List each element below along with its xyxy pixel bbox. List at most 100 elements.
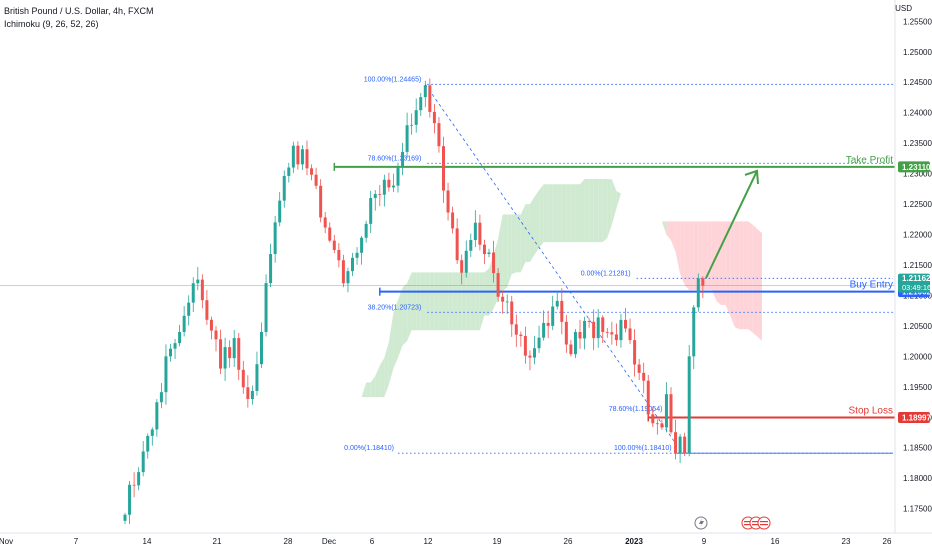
cloud-segment bbox=[448, 272, 453, 331]
candle-body bbox=[637, 364, 641, 373]
cloud-segment bbox=[284, 431, 289, 436]
candle-body bbox=[533, 348, 536, 358]
candle bbox=[241, 360, 245, 394]
candle-body bbox=[378, 194, 382, 195]
cloud-segment bbox=[511, 214, 517, 274]
candle bbox=[396, 162, 400, 193]
candle bbox=[605, 328, 609, 338]
candle bbox=[478, 214, 482, 251]
candle bbox=[410, 113, 414, 135]
candle-body bbox=[255, 364, 259, 391]
flag-stripe bbox=[752, 521, 760, 523]
cloud-segment bbox=[293, 423, 298, 429]
x-tick-label: 19 bbox=[493, 537, 502, 546]
candle-body bbox=[546, 322, 550, 326]
candle bbox=[505, 294, 509, 314]
candle-body bbox=[291, 145, 295, 168]
candle-body bbox=[369, 197, 373, 224]
candle bbox=[514, 314, 518, 347]
candle-body bbox=[164, 356, 168, 393]
candle-body bbox=[696, 278, 700, 308]
candle-body bbox=[287, 167, 291, 176]
candle bbox=[155, 399, 159, 437]
candle-body bbox=[414, 110, 418, 125]
cloud-segment bbox=[675, 221, 681, 275]
candle bbox=[569, 339, 573, 357]
cloud-segment bbox=[534, 190, 540, 255]
candle bbox=[451, 206, 455, 234]
cloud-segment bbox=[661, 221, 667, 235]
candle bbox=[128, 480, 132, 524]
cloud-segment bbox=[434, 272, 439, 331]
stop-loss-label: Stop Loss bbox=[849, 405, 893, 416]
flag-stripe bbox=[760, 524, 768, 526]
candle-body bbox=[328, 227, 332, 241]
cloud-segment bbox=[388, 312, 394, 385]
candle-body bbox=[423, 85, 427, 98]
cloud-segment bbox=[611, 179, 617, 225]
candle-body bbox=[296, 145, 300, 165]
candle-body bbox=[674, 432, 678, 454]
candle-body bbox=[610, 332, 614, 335]
cloud-segment bbox=[470, 272, 476, 331]
candle bbox=[337, 243, 341, 268]
candle bbox=[173, 338, 177, 360]
candle-body bbox=[396, 167, 400, 186]
candle-body bbox=[260, 331, 263, 365]
candle bbox=[219, 329, 223, 374]
candle-body bbox=[337, 249, 341, 261]
candle-body bbox=[332, 240, 336, 250]
y-tick-label: 1.20000 bbox=[903, 352, 932, 361]
candle-body bbox=[173, 343, 177, 349]
fib-level-label: 100.00%(1.18410) bbox=[614, 445, 672, 452]
candle bbox=[683, 432, 687, 457]
candle-body bbox=[269, 254, 273, 284]
cloud-segment bbox=[707, 221, 712, 291]
candle bbox=[523, 326, 527, 364]
candle bbox=[564, 314, 568, 353]
candle bbox=[296, 141, 300, 170]
candle-body bbox=[391, 185, 395, 188]
cloud-segment bbox=[702, 221, 708, 291]
us-flag-icon bbox=[757, 516, 771, 530]
cloud-segment bbox=[684, 221, 690, 291]
candle bbox=[232, 329, 236, 367]
candle bbox=[191, 277, 195, 313]
x-tick-label: 21 bbox=[213, 537, 222, 546]
candle bbox=[305, 140, 309, 176]
candle-body bbox=[514, 324, 518, 335]
candle-body bbox=[428, 85, 432, 112]
candle bbox=[619, 314, 623, 348]
cloud-segment bbox=[384, 341, 389, 398]
x-tick-label: 23 bbox=[842, 537, 851, 546]
cloud-segment bbox=[589, 178, 594, 243]
candle-body bbox=[523, 336, 527, 356]
candle-body bbox=[660, 423, 664, 428]
cloud-segment bbox=[266, 472, 271, 476]
candle bbox=[328, 222, 332, 243]
candle-body bbox=[692, 307, 696, 357]
cloud-segment bbox=[625, 193, 631, 205]
candle bbox=[255, 351, 259, 396]
y-tick-label: 1.22500 bbox=[903, 200, 932, 209]
candle-body bbox=[683, 436, 687, 454]
candle-body bbox=[273, 222, 277, 255]
cloud-segment bbox=[752, 224, 758, 337]
candle bbox=[378, 185, 382, 207]
candle-body bbox=[364, 223, 368, 238]
candle bbox=[464, 240, 468, 278]
cloud-segment bbox=[398, 287, 403, 358]
fib-level-label: 0.00%(1.21281) bbox=[581, 270, 631, 277]
cloud-segment bbox=[593, 178, 599, 243]
y-tick-label: 1.17500 bbox=[903, 505, 932, 514]
candle-body bbox=[496, 273, 500, 297]
cloud-segment bbox=[307, 398, 312, 409]
candle-body bbox=[473, 222, 477, 241]
flag-stripe bbox=[744, 524, 752, 526]
flag-stripe bbox=[760, 521, 768, 523]
candle-body bbox=[614, 334, 618, 341]
x-tick-label: 16 bbox=[771, 537, 780, 546]
cloud-segment bbox=[375, 365, 380, 398]
current-price-value: 1.21162 bbox=[902, 274, 931, 283]
